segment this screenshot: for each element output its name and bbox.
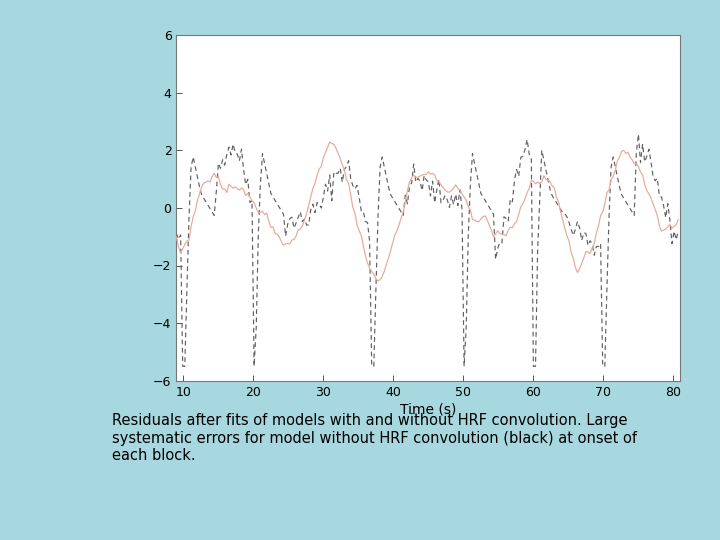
X-axis label: Time (s): Time (s) [400, 403, 456, 417]
Text: Residuals after fits of models with and without HRF convolution. Large
systemati: Residuals after fits of models with and … [112, 413, 636, 463]
